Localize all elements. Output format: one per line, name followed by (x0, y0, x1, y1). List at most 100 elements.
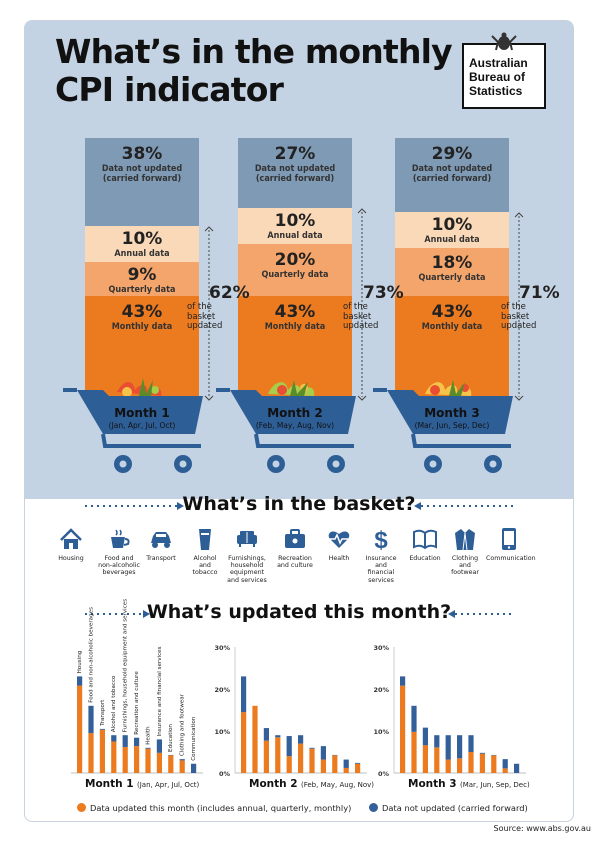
basket-item-label-line: Alcohol (193, 555, 217, 562)
category-label: Education (168, 724, 174, 752)
month-3-label: Month 3 (Mar, Jun, Sep, Dec) (392, 406, 512, 430)
note-line: updated (187, 321, 223, 331)
basket-item-label: Furnishings, household equipment and servic… (224, 555, 270, 584)
house-icon (60, 528, 82, 549)
bar-not-updated (134, 737, 140, 747)
legend-not-updated: Data not updated (carried forward) (369, 803, 528, 813)
not-updated-label: Data not updated (411, 164, 493, 174)
legend-orange-swatch (77, 803, 86, 812)
bar-updated (343, 767, 349, 773)
bar-updated (309, 748, 315, 773)
bar-not-updated (122, 735, 128, 747)
note-line: basket (187, 311, 216, 322)
basket-item-label-line: financial (367, 569, 395, 577)
bar-updated (355, 763, 361, 773)
coffee-cup-icon (111, 529, 130, 548)
updated-note-2: of the basket updated (343, 302, 378, 332)
basket-item: Education (402, 526, 448, 562)
suitcase-icon (285, 529, 305, 548)
bar-not-updated (309, 747, 315, 749)
month-name: Month 3 (424, 406, 480, 420)
annual-segment: 10% Annual data (395, 212, 509, 248)
basket-item: Transport (138, 526, 184, 562)
basket-item-label: Alcohol and tobacco (182, 555, 228, 577)
quarterly-segment: 9% Quarterly data (85, 262, 199, 296)
updated-pct-3: 71% (519, 283, 560, 303)
car-icon (151, 532, 171, 548)
page-title: What’s in the monthly CPI indicator (55, 33, 453, 109)
heading-dots-left (85, 502, 184, 510)
basket-item: Alcohol and tobacco (182, 526, 228, 577)
shopping-cart-icon (373, 380, 513, 473)
bar-updated (252, 705, 258, 773)
basket-item-label: Housing (48, 555, 94, 562)
updated-note-3: of the basket updated (501, 302, 537, 332)
annual-label: Annual data (424, 235, 480, 245)
annual-pct: 10% (274, 211, 316, 231)
updated-charts: Housing Food and non-alcoholic beverages T… (71, 599, 530, 790)
quarterly-label: Quarterly data (261, 270, 329, 280)
basket-item-label-line: Transport (146, 555, 176, 562)
heading-dots-left (85, 610, 150, 618)
updated-note-1: of the basket updated (187, 302, 223, 332)
chart-subtitle: (Feb, May, Aug, Nov) (301, 781, 374, 789)
bar-updated (479, 753, 485, 773)
basket-item-label: Health (316, 555, 362, 562)
bar-updated (263, 740, 269, 773)
note-line: of the (501, 302, 526, 312)
month-name: Month 2 (267, 406, 323, 420)
logo-line-1: Australian (469, 56, 528, 70)
chart-title: Month 2 (249, 778, 298, 790)
bar-not-updated (263, 728, 269, 741)
annual-pct: 10% (431, 215, 473, 235)
dollar-icon: $ (374, 527, 388, 552)
category-label: Alcohol and tobacco (111, 675, 117, 732)
y-tick-label: 0% (378, 770, 390, 778)
monthly-pct: 43% (121, 302, 163, 322)
monthly-label: Monthly data (421, 322, 483, 332)
not-updated-label-2: (carried forward) (102, 174, 182, 184)
basket-item-label-line: Food and (104, 555, 134, 562)
basket-item: Recreation and culture (272, 526, 318, 569)
legend-updated: Data updated this month (includes annual… (77, 803, 351, 813)
monthly-segment: 43% Monthly data (395, 296, 509, 400)
quarterly-label: Quarterly data (108, 285, 176, 295)
basket-item-label-line: household (230, 562, 264, 570)
bar-updated (457, 758, 463, 773)
not-updated-segment: 38% Data not updated (carried forward) (85, 138, 199, 226)
annual-pct: 10% (121, 229, 163, 249)
bar-not-updated (298, 735, 304, 744)
bar-not-updated (468, 735, 474, 752)
updated-heading: What’s updated this month? (146, 601, 452, 623)
book-icon (413, 529, 437, 550)
bar-not-updated (355, 762, 361, 764)
bar-updated (156, 752, 162, 773)
bar-updated (320, 759, 326, 773)
basket-item-label: Recreation and culture (272, 555, 318, 569)
bar-updated (491, 755, 497, 773)
category-label: Housing (77, 650, 83, 673)
bar-not-updated (145, 747, 151, 749)
bar-not-updated (77, 676, 83, 686)
basket-item-label: Transport (138, 555, 184, 562)
chart-title: Month 1 (85, 778, 134, 790)
bar-updated (468, 752, 474, 773)
not-updated-label-2: (carried forward) (412, 174, 492, 184)
basket-item-label-line: services (368, 576, 394, 584)
bar-not-updated (479, 752, 485, 754)
bar-updated (400, 685, 406, 773)
bar-not-updated (320, 746, 326, 760)
bar-not-updated (422, 727, 428, 746)
month-1-label: Month 1 (Jan, Apr, Jul, Oct) (82, 406, 202, 430)
note-line: updated (501, 321, 537, 331)
bar-not-updated (457, 735, 463, 759)
basket-item-label-line: Furnishings, (228, 555, 266, 562)
chart-month-1: Housing Food and non-alcoholic beverages T… (71, 599, 203, 790)
quarterly-segment: 20% Quarterly data (238, 244, 352, 296)
bar-not-updated (343, 759, 349, 768)
month-sub: (Mar, Jun, Sep, Dec) (414, 421, 490, 430)
basket-item-label: Clothing and footwear (442, 555, 488, 577)
quarterly-pct: 18% (431, 253, 473, 273)
coat-of-arms-icon (491, 32, 517, 51)
legend-not-updated-text: Data not updated (carried forward) (382, 803, 528, 813)
